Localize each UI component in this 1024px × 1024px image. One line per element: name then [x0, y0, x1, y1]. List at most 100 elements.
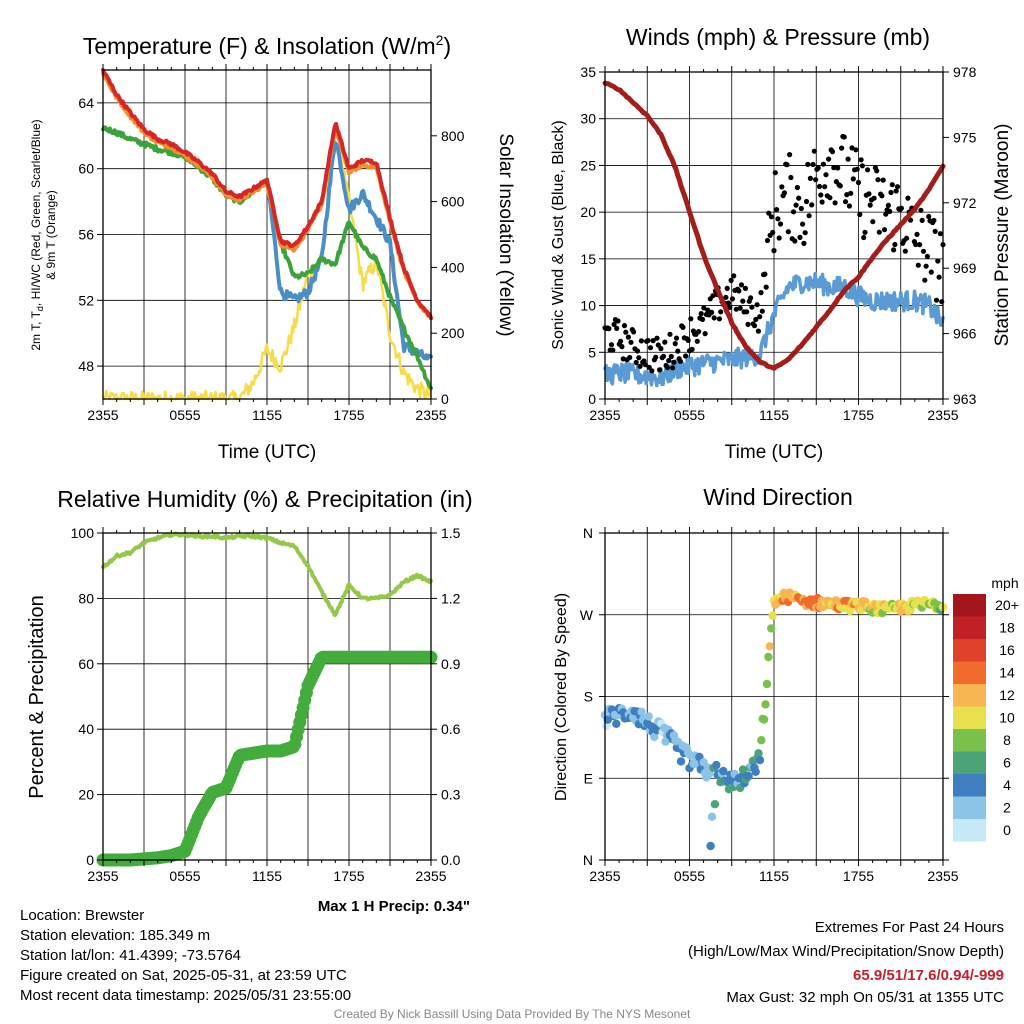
gust-point	[647, 345, 654, 351]
gust-point	[759, 308, 765, 314]
gust-point	[702, 331, 708, 337]
gust-point	[737, 305, 743, 311]
gust-point	[768, 214, 775, 220]
gust-point	[835, 165, 841, 171]
gust-point	[762, 271, 768, 277]
temp-xtick-label: 0555	[169, 407, 200, 423]
gust-point	[841, 134, 847, 140]
gust-point	[775, 216, 781, 222]
gust-point	[654, 335, 660, 341]
gust-point	[802, 230, 808, 236]
wind-title: Winds (mph) & Pressure (mb)	[626, 24, 930, 50]
rh-title: Relative Humidity (%) & Precipitation (i…	[57, 486, 472, 512]
direction-point	[754, 749, 763, 758]
gust-point	[667, 331, 673, 337]
legend-label: 2	[1003, 800, 1011, 816]
pressure-line	[602, 80, 946, 371]
gust-point	[716, 316, 723, 322]
gust-point	[926, 213, 932, 220]
gust-point	[893, 188, 899, 194]
recent-data-text: Most recent data timestamp: 2025/05/31 2…	[20, 987, 352, 1004]
gust-point	[766, 210, 772, 216]
direction-point	[719, 766, 728, 776]
legend-label: 12	[999, 687, 1015, 703]
gust-point	[671, 359, 677, 365]
temp-y2tick-label: 800	[441, 128, 465, 144]
gust-point	[618, 338, 624, 344]
gust-point	[924, 253, 931, 259]
dir-ylabel: Direction (Colored By Speed)	[553, 593, 570, 801]
legend-title: mph	[991, 575, 1018, 591]
gust-point	[631, 329, 637, 335]
gust-point	[880, 177, 886, 183]
latlon-text: Station lat/lon: 41.4399; -73.5764	[20, 947, 242, 964]
gust-point	[850, 176, 856, 182]
gust-point	[806, 213, 812, 219]
legend-label: 4	[1003, 777, 1011, 793]
gust-point	[874, 168, 880, 174]
gust-point	[816, 183, 823, 190]
gust-point	[733, 306, 739, 312]
gust-point	[887, 208, 893, 214]
temp-ytick-label: 52	[78, 292, 94, 308]
gust-point	[815, 165, 821, 171]
gust-point	[620, 356, 626, 362]
gust-point	[913, 241, 919, 248]
dir-xtick-label: 2355	[589, 868, 620, 884]
gust-point	[811, 148, 817, 154]
gust-point	[894, 184, 901, 190]
rh-ytick-label: 20	[78, 787, 94, 803]
gust-point	[672, 341, 678, 347]
gust-point	[820, 161, 827, 167]
gust-point	[798, 205, 804, 212]
direction-point	[706, 841, 715, 851]
gust-point	[794, 184, 801, 191]
temp-y2tick-label: 600	[441, 194, 465, 210]
dir-title: Wind Direction	[703, 484, 853, 510]
gust-point	[781, 190, 788, 196]
gust-point	[696, 329, 702, 335]
rh-xtick-label: 2355	[415, 868, 446, 884]
wind-y2label: Station Pressure (Maroon)	[992, 124, 1013, 347]
gust-point	[871, 195, 877, 201]
direction-point	[761, 700, 770, 709]
direction-point	[762, 679, 772, 689]
gust-point	[774, 207, 780, 213]
gust-point	[757, 314, 763, 320]
dir-xtick-label: 0555	[674, 868, 705, 884]
credit-text: Created By Nick Bassill Using Data Provi…	[333, 1007, 691, 1021]
gust-point	[658, 346, 664, 352]
gust-point	[861, 234, 867, 241]
gust-point	[724, 285, 730, 291]
elevation-text: Station elevation: 185.349 m	[20, 927, 211, 944]
gust-point	[660, 353, 667, 359]
gust-point	[818, 192, 824, 198]
gust-point	[764, 237, 771, 244]
gust-point	[753, 316, 759, 322]
gust-point	[870, 219, 876, 225]
gust-point	[627, 354, 633, 361]
gust-point	[801, 240, 807, 246]
gust-point	[866, 191, 872, 197]
gust-point	[800, 221, 806, 227]
gust-point	[709, 309, 715, 315]
direction-point	[661, 737, 670, 746]
wind-ytick-label: 5	[588, 344, 596, 360]
legend-swatch	[953, 774, 986, 797]
direction-point	[612, 719, 621, 728]
gust-point	[845, 156, 851, 162]
direction-point	[767, 624, 776, 633]
direction-point	[710, 800, 720, 809]
gust-point	[698, 311, 704, 317]
gust-point	[740, 298, 746, 304]
gust-point	[855, 179, 862, 186]
gust-point	[666, 358, 672, 364]
wind-xlabel: Time (UTC)	[725, 442, 824, 463]
gust-point	[813, 177, 819, 183]
temp-2m-line	[101, 68, 433, 321]
gust-point	[621, 323, 628, 329]
gust-point	[770, 229, 776, 236]
gust-point	[610, 347, 616, 353]
gust-point	[792, 238, 798, 244]
